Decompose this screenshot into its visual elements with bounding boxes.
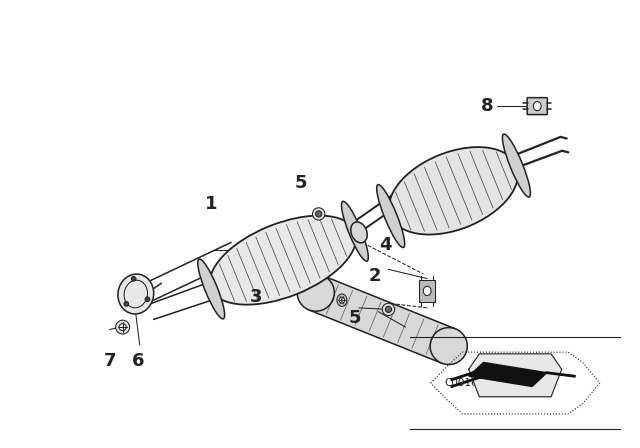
Ellipse shape	[312, 208, 325, 220]
Text: C00163: C00163	[444, 379, 484, 388]
Ellipse shape	[342, 201, 369, 261]
Text: 4: 4	[379, 236, 391, 254]
Text: 2: 2	[369, 267, 381, 285]
Ellipse shape	[351, 222, 367, 243]
Ellipse shape	[316, 211, 322, 217]
Text: 6: 6	[132, 353, 145, 370]
Ellipse shape	[339, 297, 345, 303]
Text: 7: 7	[104, 353, 116, 370]
Ellipse shape	[389, 147, 518, 235]
Text: 5: 5	[349, 309, 362, 327]
Text: 5: 5	[294, 174, 307, 192]
Polygon shape	[419, 280, 435, 302]
Ellipse shape	[124, 302, 129, 306]
Ellipse shape	[119, 323, 126, 331]
Ellipse shape	[377, 185, 404, 248]
Polygon shape	[468, 362, 547, 387]
Ellipse shape	[210, 215, 356, 305]
Polygon shape	[468, 354, 562, 397]
Ellipse shape	[131, 276, 136, 281]
Polygon shape	[309, 276, 456, 363]
FancyBboxPatch shape	[527, 98, 547, 115]
Ellipse shape	[533, 102, 541, 111]
Text: 1: 1	[205, 195, 218, 213]
Ellipse shape	[430, 327, 467, 365]
Ellipse shape	[198, 259, 225, 319]
Text: 8: 8	[481, 97, 493, 115]
Ellipse shape	[118, 274, 154, 314]
Ellipse shape	[382, 303, 395, 315]
Ellipse shape	[385, 306, 392, 313]
Ellipse shape	[297, 274, 334, 311]
Ellipse shape	[423, 286, 431, 296]
Text: 3: 3	[250, 288, 262, 306]
Ellipse shape	[145, 297, 150, 302]
Ellipse shape	[116, 320, 129, 334]
Ellipse shape	[337, 294, 347, 306]
Ellipse shape	[502, 134, 531, 197]
